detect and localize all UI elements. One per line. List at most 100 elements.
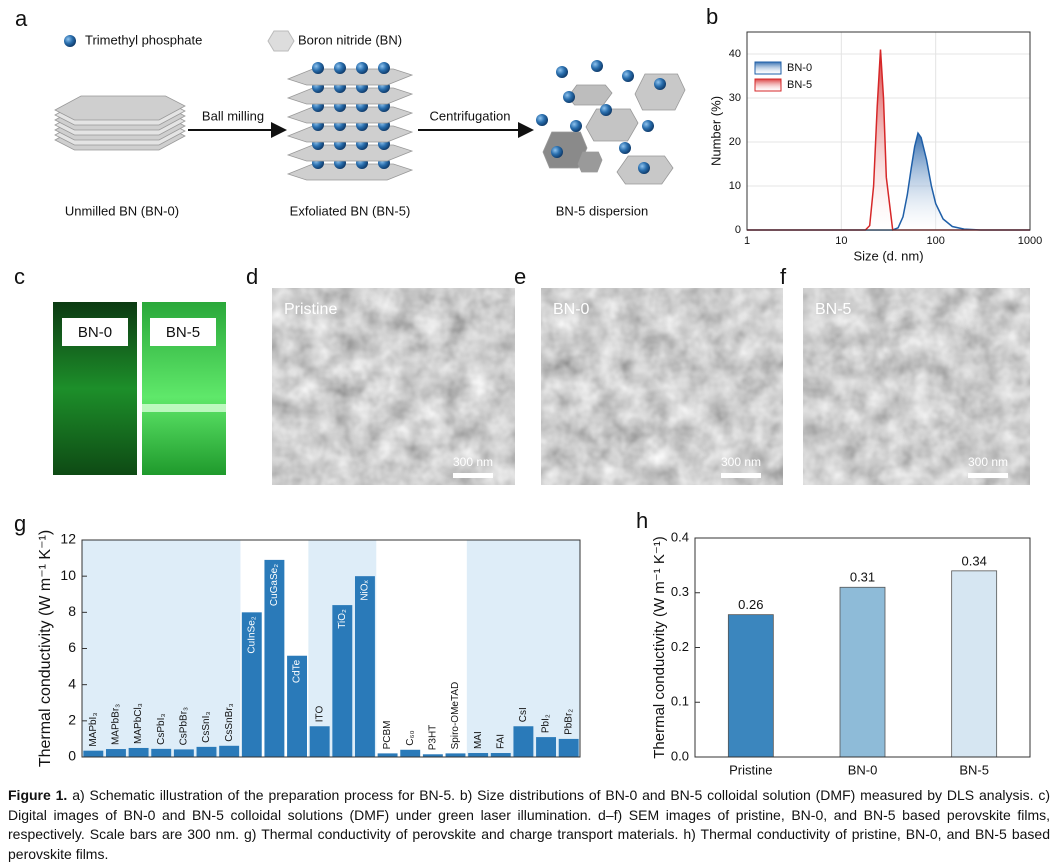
bar — [839, 586, 886, 758]
group-shade — [466, 540, 580, 757]
y-tick-label: 0 — [68, 748, 76, 764]
x-tick-label: 10 — [835, 235, 847, 247]
x-tick-label: BN-5 — [959, 762, 989, 777]
category-label: CuGaSe₂ — [269, 564, 280, 606]
y-tick-label: 20 — [729, 136, 741, 148]
y-tick-label: 0.0 — [671, 748, 689, 763]
category-label: CsSnI₃ — [201, 712, 212, 743]
caption-label: Figure 1. — [8, 787, 68, 803]
bar — [377, 753, 398, 757]
molecule — [570, 120, 582, 132]
panel-letter: f — [780, 264, 787, 289]
value-label: 0.31 — [850, 570, 875, 585]
bar — [151, 748, 172, 757]
legend-text: Trimethyl phosphate — [85, 32, 202, 47]
panel-letter: d — [246, 264, 258, 289]
y-tick-label: 0.1 — [671, 694, 689, 709]
category-label: MAPbBr₃ — [111, 704, 122, 745]
bar — [173, 749, 194, 757]
step-label: Ball milling — [202, 108, 264, 123]
caption: Figure 1. a) Schematic illustration of t… — [8, 786, 1050, 864]
bn-sheet — [634, 73, 686, 111]
panel-letter: a — [15, 6, 28, 31]
x-axis-title: Size (d. nm) — [853, 248, 923, 263]
area — [747, 49, 1030, 230]
bn-sheet — [286, 144, 414, 162]
bar — [951, 570, 998, 758]
bar — [128, 747, 149, 757]
scale-bar — [453, 473, 493, 478]
x-tick-label: BN-0 — [848, 762, 878, 777]
molecule — [619, 142, 631, 154]
bn-sheet — [585, 108, 639, 142]
sem-image — [272, 288, 515, 485]
category-label: MAPbI₃ — [88, 713, 99, 747]
bar — [264, 559, 285, 757]
y-tick-label: 0.2 — [671, 639, 689, 654]
panel-letter: c — [14, 264, 25, 289]
y-tick-label: 30 — [729, 92, 741, 104]
bar — [332, 605, 353, 757]
y-tick-label: 6 — [68, 639, 76, 655]
category-label: C₆₀ — [405, 730, 416, 745]
legend-swatch — [754, 61, 782, 75]
molecule — [356, 62, 368, 74]
bar — [468, 753, 489, 757]
plot-frame — [81, 539, 581, 758]
category-label: CsPbBr₃ — [179, 707, 190, 746]
panel-letter: b — [706, 4, 718, 29]
y-tick-label: 10 — [729, 180, 741, 192]
scale-bar — [968, 473, 1008, 478]
bn-sheet — [286, 106, 414, 124]
category-label: CsPbI₃ — [156, 714, 167, 745]
laser-beam — [142, 404, 226, 412]
bar — [241, 612, 262, 757]
bn-sheet — [542, 131, 588, 169]
category-label: FAI — [495, 734, 506, 749]
bar — [445, 753, 466, 757]
photos: BN-0 BN-5 — [53, 302, 226, 475]
y-tick-label: 0.3 — [671, 584, 689, 599]
caption-text: a) Schematic illustration of the prepara… — [8, 787, 1050, 862]
bar — [513, 726, 534, 757]
sem-label: Pristine — [284, 301, 337, 318]
bn-sheet — [286, 68, 414, 86]
molecule — [551, 146, 563, 158]
plot-frame — [746, 31, 1031, 231]
bar — [490, 753, 511, 757]
y-axis-title: Thermal conductivity (W m⁻¹ K⁻¹) — [651, 536, 668, 759]
y-tick-label: 4 — [68, 675, 76, 691]
sem-image — [803, 288, 1030, 485]
bn-sheet — [286, 163, 414, 181]
category-label: MAI — [473, 731, 484, 749]
bar — [83, 750, 104, 757]
category-label: CuInSe₂ — [246, 616, 257, 653]
category-label: CsI — [518, 707, 529, 722]
scale-label: 300 nm — [721, 455, 761, 469]
molecule — [378, 62, 390, 74]
category-label: CsSnBr₃ — [224, 703, 235, 742]
category-label: P3HT — [428, 725, 439, 751]
figure: Trimethyl phosphate Boron nitride (BN) B… — [14, 4, 1042, 778]
molecule — [556, 66, 568, 78]
molecule — [638, 162, 650, 174]
sem-label: BN-5 — [815, 301, 852, 318]
bar — [558, 738, 579, 757]
y-tick-label: 8 — [68, 603, 76, 619]
bar — [536, 737, 557, 757]
bar — [727, 614, 774, 758]
photo-tag — [62, 318, 128, 346]
bar — [354, 576, 375, 757]
legend-text: Boron nitride (BN) — [298, 32, 402, 47]
sem-label: BN-0 — [553, 301, 590, 318]
y-axis-title: Number (%) — [708, 96, 723, 166]
bar — [309, 726, 330, 757]
molecule — [312, 62, 324, 74]
scale-label: 300 nm — [453, 455, 493, 469]
sem-image — [541, 288, 783, 485]
molecule — [622, 70, 634, 82]
bar — [196, 746, 217, 757]
y-tick-label: 0.4 — [671, 529, 689, 544]
photo-label: BN-5 — [166, 324, 200, 341]
molecule-icon — [64, 35, 76, 47]
